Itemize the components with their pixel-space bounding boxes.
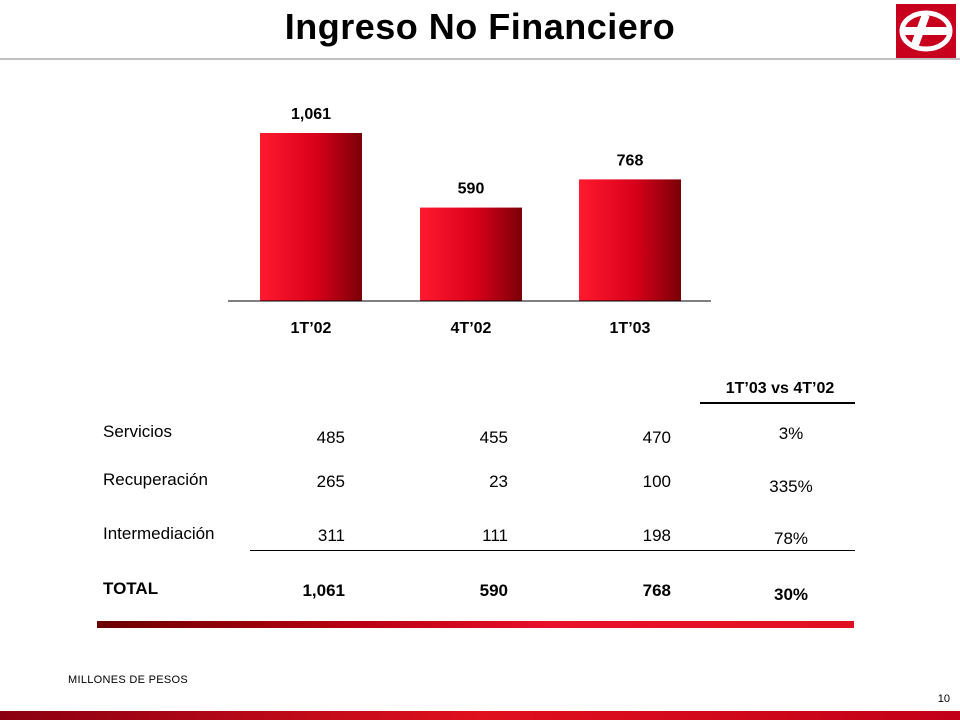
row-value-1t02: 485 bbox=[316, 428, 345, 447]
total-value-1t02: 1,061 bbox=[302, 581, 345, 600]
row-value-4t02: 111 bbox=[482, 526, 508, 545]
row-label: Servicios bbox=[103, 422, 172, 441]
x-tick-label: 1T’03 bbox=[610, 320, 651, 337]
row-pct-change: 335% bbox=[769, 477, 813, 496]
x-tick-label: 4T’02 bbox=[451, 320, 492, 337]
bar-1T’02 bbox=[260, 133, 362, 301]
row-value-4t02: 455 bbox=[479, 428, 508, 447]
row-value-4t02: 23 bbox=[489, 472, 508, 491]
row-value-1t03: 470 bbox=[642, 428, 671, 447]
row-pct-change: 3% bbox=[778, 424, 804, 443]
table-bottom-rule bbox=[97, 621, 854, 628]
bar-value-label: 768 bbox=[617, 152, 644, 169]
header-underline bbox=[700, 402, 855, 404]
total-value-1t03: 768 bbox=[642, 581, 671, 600]
footer-band bbox=[0, 711, 960, 720]
bar-1T’03 bbox=[579, 179, 681, 301]
row-value-1t02: 311 bbox=[317, 526, 345, 545]
total-value-4t02: 590 bbox=[479, 581, 508, 600]
bar-4T’02 bbox=[420, 207, 522, 301]
row-value-1t03: 100 bbox=[642, 472, 671, 491]
row-value-1t02: 265 bbox=[316, 472, 345, 491]
comparison-header: 1T’03 vs 4T’02 bbox=[725, 380, 835, 397]
page-number: 10 bbox=[937, 693, 950, 705]
bar-value-label: 1,061 bbox=[291, 106, 331, 123]
bar-chart: 1,061 1T’02 590 4T’02 768 1T’03 bbox=[228, 106, 711, 337]
title-divider bbox=[0, 58, 960, 60]
row-value-1t03: 198 bbox=[642, 526, 671, 545]
x-tick-label: 1T’02 bbox=[291, 320, 332, 337]
total-pct-change: 30% bbox=[773, 585, 809, 604]
total-divider bbox=[250, 550, 855, 551]
total-label: TOTAL bbox=[103, 579, 159, 598]
row-pct-change: 78% bbox=[773, 529, 809, 548]
row-label: Intermediación bbox=[103, 524, 215, 543]
units-note: MILLONES DE PESOS bbox=[68, 674, 189, 686]
bank-logo-icon bbox=[896, 4, 956, 58]
bar-value-label: 590 bbox=[458, 181, 485, 198]
row-label: Recuperación bbox=[103, 470, 208, 489]
page-title: Ingreso No Financiero bbox=[284, 6, 676, 47]
